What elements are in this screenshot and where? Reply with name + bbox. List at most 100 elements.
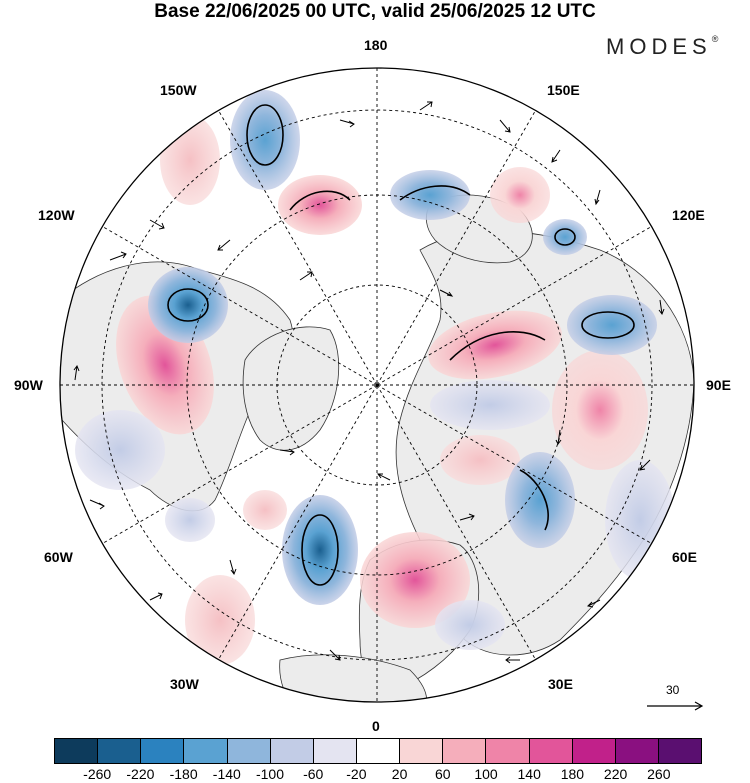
brand-logo: MODES® — [606, 34, 718, 60]
longitude-label-90w: 90W — [14, 377, 43, 393]
map-title: Base 22/06/2025 00 UTC, valid 25/06/2025… — [154, 1, 596, 22]
colorbar-swatch — [658, 739, 702, 763]
longitude-label-60e: 60E — [672, 549, 697, 565]
anomaly-blue-okhotsk — [543, 219, 587, 255]
colorbar-tick-label: 100 — [474, 766, 498, 782]
colorbar-tick-label: -140 — [212, 766, 241, 782]
colorbar-tick-label: 260 — [647, 766, 671, 782]
colorbar-ticks: -260 -220 -180 -140 -100 -60 -20 20 60 100 140 180 2… — [54, 766, 702, 782]
colorbar-swatch — [270, 739, 314, 763]
anomaly-pink-europe — [360, 532, 470, 628]
wind-arrow — [377, 473, 391, 481]
wind-arrow — [89, 499, 105, 510]
wind-arrow — [639, 459, 651, 471]
longitude-label-0: 0 — [372, 718, 380, 734]
streamline-siberia — [581, 311, 635, 339]
wind-arrow — [594, 189, 601, 206]
longitude-label-120w: 120W — [38, 207, 75, 223]
wind-arrow — [73, 364, 80, 381]
streamline-hudson — [167, 288, 209, 322]
wind-arrow — [586, 599, 601, 608]
colorbar-tick-label: -180 — [169, 766, 198, 782]
brand-name: MODES — [606, 34, 712, 59]
registered-mark: ® — [711, 34, 719, 44]
streamline-caspian — [519, 469, 549, 531]
wind-arrow — [419, 101, 433, 111]
anomaly-fields — [75, 90, 675, 665]
anomaly-blue-pacific — [230, 90, 300, 190]
wind-arrow — [459, 513, 475, 521]
colorbar-swatch — [184, 739, 228, 763]
anomaly-pink-eastasia — [490, 167, 550, 223]
anomaly-blue-labrador — [75, 410, 165, 490]
streamline-eurasia — [449, 331, 546, 361]
anomaly-pink-siberia — [552, 350, 648, 470]
colorbar-tick-label: -20 — [346, 766, 367, 782]
colorbar-tick-label: 220 — [603, 766, 628, 782]
wind-arrow — [109, 251, 127, 261]
colorbar-tick-label: -220 — [126, 766, 155, 782]
colorbar-tick-label: -260 — [83, 766, 112, 782]
longitude-label-120e: 120E — [672, 207, 705, 223]
anomaly-blue-north-pacific — [390, 170, 470, 220]
wind-arrow — [279, 448, 295, 456]
streamline-pacific-east — [289, 190, 351, 211]
anomaly-pink-atlantic — [243, 490, 287, 530]
graticule — [60, 68, 694, 702]
wind-arrow — [439, 289, 454, 297]
longitude-label-30w: 30W — [170, 676, 199, 692]
reference-vector-label: 30 — [666, 683, 680, 697]
wind-arrow — [229, 559, 237, 576]
anomaly-pink-arctic — [440, 435, 520, 485]
colorbar-tick-label: -60 — [303, 766, 324, 782]
colorbar-swatch — [313, 739, 357, 763]
reference-vector-arrow — [647, 701, 704, 711]
colorbar-tick-label: -100 — [255, 766, 285, 782]
polar-map — [59, 67, 695, 703]
wind-arrow — [551, 149, 561, 163]
map-border — [59, 67, 695, 703]
wind-arrow — [299, 271, 313, 281]
anomaly-blue-gulf — [165, 498, 215, 542]
wind-arrow — [499, 119, 511, 133]
streamline-okhotsk — [554, 228, 576, 246]
longitude-label-150w: 150W — [160, 82, 197, 98]
longitude-label-150e: 150E — [547, 82, 580, 98]
streamlines — [167, 104, 635, 586]
wind-arrow — [505, 656, 520, 664]
anomaly-blue-siberia — [567, 295, 657, 355]
anomaly-pink-pacific — [278, 175, 362, 235]
colorbar-swatch — [572, 739, 616, 763]
wind-arrow — [339, 119, 355, 128]
wind-arrow — [658, 299, 665, 316]
anomaly-blue-mediterranean — [435, 600, 505, 650]
streamline-atlantic — [301, 514, 339, 586]
colorbar-tick-label: 180 — [560, 766, 585, 782]
anomaly-blue-hudson — [148, 267, 228, 343]
anomaly-blue-caspian — [505, 452, 575, 548]
wind-arrow — [249, 689, 265, 698]
anomaly-pink-eurasia — [428, 310, 562, 380]
wind-arrow — [329, 649, 341, 661]
land-greenland — [242, 326, 340, 451]
colorbar — [54, 738, 702, 764]
longitude-label-30e: 30E — [548, 676, 573, 692]
colorbar-tick-label: 20 — [391, 766, 408, 782]
colorbar-swatch — [98, 739, 142, 763]
wind-arrow — [149, 219, 165, 230]
colorbar-swatch — [529, 739, 573, 763]
colorbar-swatch — [55, 739, 99, 763]
wind-arrow — [555, 429, 562, 445]
streamline-north-pacific — [399, 185, 471, 201]
longitude-label-180: 180 — [364, 37, 388, 53]
anomaly-blue-kara — [430, 380, 550, 430]
colorbar-swatch — [356, 739, 401, 763]
anomaly-blue-atlantic — [282, 495, 358, 605]
wind-arrow — [217, 239, 231, 251]
longitude-label-90e: 90E — [706, 377, 731, 393]
colorbar-tick-label: 60 — [435, 766, 451, 782]
wind-arrow — [149, 592, 163, 601]
streamline-pacific — [246, 104, 284, 166]
colorbar-swatch — [227, 739, 271, 763]
colorbar-swatch — [486, 739, 530, 763]
